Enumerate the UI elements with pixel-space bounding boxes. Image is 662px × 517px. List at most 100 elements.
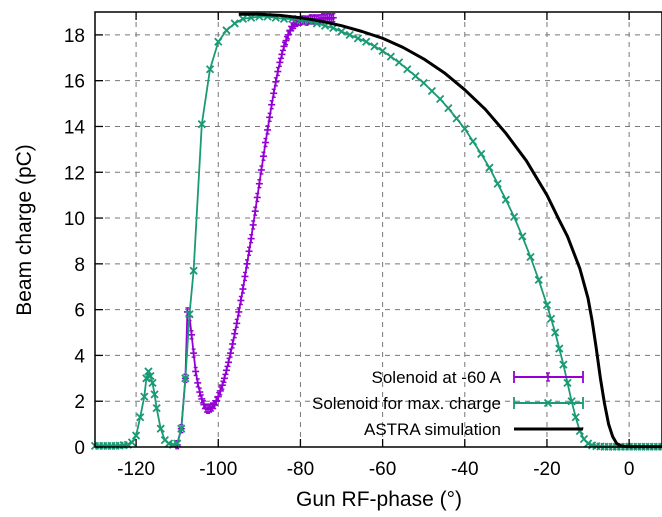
series-1-line	[176, 16, 334, 445]
data-point	[233, 318, 241, 329]
data-point-marker	[657, 445, 662, 451]
data-point	[329, 13, 337, 23]
data-point	[435, 94, 445, 104]
data-point-marker	[477, 149, 486, 159]
y-tick-label: 2	[74, 392, 85, 413]
data-point-marker	[214, 37, 223, 46]
data-point	[222, 26, 231, 35]
data-point-marker	[156, 424, 165, 433]
data-point	[362, 37, 371, 46]
data-point	[229, 339, 237, 349]
y-tick-label: 4	[74, 346, 85, 367]
data-point-marker	[144, 367, 153, 376]
legend-entry: Solenoid for max. charge	[312, 394, 584, 413]
data-point	[127, 438, 137, 447]
data-point	[378, 46, 387, 56]
data-point	[225, 357, 233, 367]
data-point	[239, 284, 247, 294]
data-point-marker	[362, 37, 371, 46]
data-point	[501, 195, 511, 204]
data-point	[131, 431, 141, 440]
data-point	[235, 307, 243, 317]
data-point-marker	[546, 314, 556, 323]
data-point-marker	[140, 392, 149, 401]
data-point	[144, 367, 153, 376]
data-point-marker	[394, 58, 404, 67]
x-tick-label: 0	[624, 459, 635, 480]
data-point	[227, 348, 235, 358]
data-point-marker	[518, 232, 527, 241]
data-point-marker	[136, 413, 145, 422]
y-tick-label: 18	[64, 26, 85, 47]
data-point	[444, 104, 453, 113]
data-point	[282, 35, 290, 46]
legend: Solenoid at -60 A Solenoid for max. charg…	[312, 368, 584, 439]
data-point-marker	[571, 413, 580, 422]
data-point-marker	[501, 195, 511, 204]
legend-label: Solenoid at -60 A	[372, 368, 502, 387]
data-point	[190, 348, 198, 358]
data-series	[90, 12, 662, 451]
legend-marker	[543, 398, 553, 408]
y-tick-label: 16	[64, 72, 85, 93]
legend-entry: ASTRA simulation	[364, 420, 583, 439]
data-point	[452, 114, 461, 123]
data-point-marker	[353, 34, 363, 43]
data-point-marker	[160, 435, 169, 445]
y-axis-title: Beam charge (pC)	[13, 144, 36, 316]
x-tick-label: -120	[117, 459, 155, 480]
data-point	[518, 232, 527, 241]
data-point-marker	[435, 94, 445, 104]
data-point	[509, 212, 519, 222]
data-point	[238, 14, 248, 24]
data-point	[146, 371, 155, 381]
data-point-marker	[583, 439, 593, 448]
data-point	[262, 137, 270, 148]
data-point-marker	[152, 403, 161, 413]
data-point	[386, 52, 395, 61]
data-point	[274, 66, 282, 77]
data-point	[205, 65, 215, 74]
data-point	[583, 439, 593, 448]
data-point	[259, 151, 267, 161]
data-point-marker	[579, 434, 589, 444]
data-point	[460, 124, 469, 133]
y-tick-label: 12	[64, 163, 85, 184]
data-point	[245, 246, 253, 256]
data-point	[241, 271, 249, 282]
data-point-marker	[345, 30, 354, 40]
data-point	[243, 259, 251, 269]
data-point	[485, 163, 494, 172]
data-point	[194, 378, 202, 388]
x-axis-title: Gun RF-phase (°)	[296, 488, 462, 511]
data-point-marker	[370, 42, 379, 51]
x-tick-label: -40	[451, 459, 478, 480]
data-point-marker	[386, 52, 395, 61]
data-point	[411, 71, 420, 81]
series-2	[90, 12, 662, 451]
data-point	[177, 424, 186, 433]
data-point	[571, 413, 580, 422]
data-point-marker	[485, 163, 494, 172]
y-tick-label: 0	[74, 438, 85, 459]
data-point	[253, 192, 261, 203]
data-point	[551, 328, 560, 337]
data-point	[477, 149, 486, 159]
data-point-marker	[148, 378, 157, 388]
data-point	[403, 65, 412, 74]
y-tick-label: 8	[74, 255, 85, 276]
data-point	[220, 373, 228, 384]
data-point	[188, 330, 196, 340]
data-point	[394, 58, 404, 67]
data-point	[230, 19, 239, 28]
data-point	[542, 300, 552, 310]
data-point	[559, 360, 568, 369]
data-point	[555, 344, 564, 353]
data-point	[237, 295, 245, 306]
data-point-marker	[131, 431, 141, 440]
y-tick-label: 6	[74, 301, 85, 322]
data-point-marker	[142, 374, 151, 383]
data-point	[268, 100, 276, 110]
data-point	[255, 179, 263, 189]
data-point-marker	[127, 438, 137, 447]
